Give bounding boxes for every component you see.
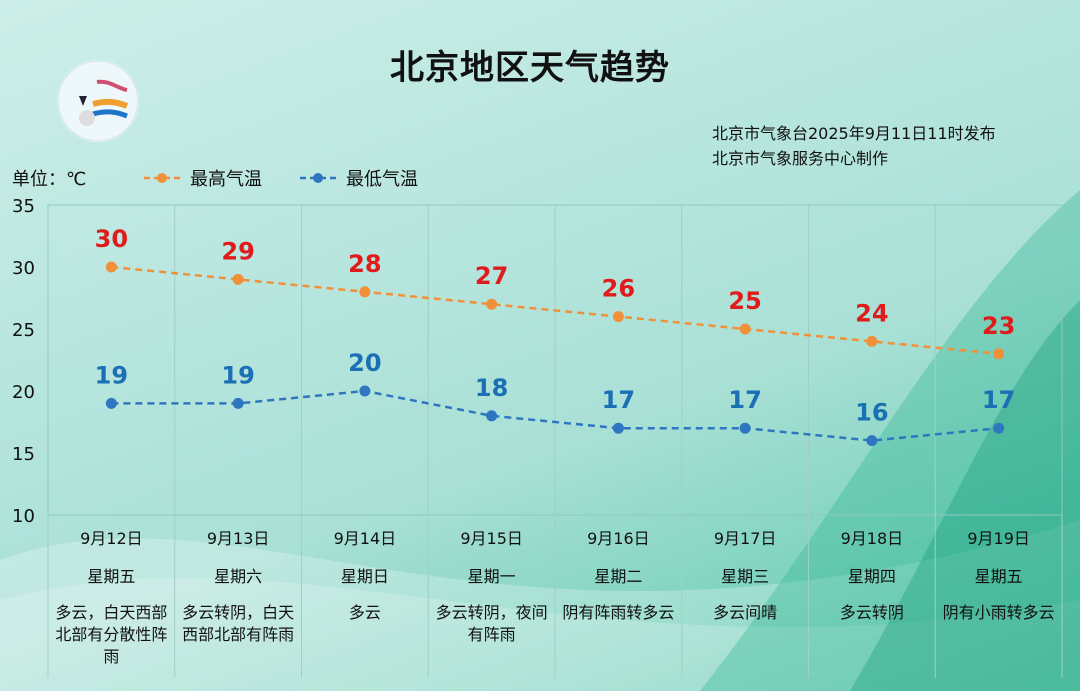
weekday-label: 星期四: [847, 567, 896, 586]
weather-label: 多云转阴，夜间有阵雨: [435, 603, 548, 644]
data-label: 19: [221, 361, 254, 389]
series-line-low: [111, 389, 999, 442]
data-label: 18: [475, 374, 508, 402]
weather-label: 多云: [348, 603, 381, 622]
data-label: 24: [855, 299, 888, 327]
data-point: [866, 435, 878, 447]
weekday-label: 星期五: [87, 567, 136, 586]
weekday-label: 星期三: [721, 567, 770, 586]
series-line-high: [111, 265, 999, 356]
data-point: [739, 323, 751, 335]
legend-low-label: 最低气温: [346, 169, 418, 190]
legend-high: 最高气温: [142, 165, 262, 191]
date-label: 9月13日: [206, 529, 270, 548]
data-label: 25: [728, 287, 761, 315]
data-label: 20: [348, 349, 381, 377]
data-label: 17: [602, 386, 635, 414]
data-point: [105, 397, 117, 409]
y-tick-label: 30: [12, 258, 35, 279]
weekday-label: 星期日: [340, 567, 389, 586]
weekday-label: 星期一: [467, 567, 516, 586]
weather-label: 多云转阴: [839, 603, 904, 622]
data-point: [993, 348, 1005, 360]
data-label: 29: [221, 237, 254, 265]
data-label: 16: [855, 399, 888, 427]
data-point: [105, 261, 117, 273]
data-label: 23: [982, 312, 1015, 340]
data-point: [866, 335, 878, 347]
issuer-line: 北京市气象台2025年9月11日11时发布: [712, 124, 996, 143]
date-label: 9月17日: [713, 529, 777, 548]
meteorological-service-logo: [57, 60, 139, 142]
data-point: [612, 422, 624, 434]
data-point: [232, 273, 244, 285]
data-label: 17: [728, 386, 761, 414]
date-label: 9月16日: [587, 529, 650, 548]
weekday-label: 星期二: [594, 567, 643, 586]
weather-label: 阴有阵雨转多云: [562, 603, 675, 622]
data-label: 27: [475, 262, 508, 290]
y-tick-label: 25: [12, 320, 35, 341]
data-point: [359, 385, 371, 397]
data-point: [232, 397, 244, 409]
data-point: [486, 298, 498, 310]
weekday-label: 星期六: [214, 567, 263, 586]
page-title: 北京地区天气趋势: [390, 48, 670, 88]
data-point: [612, 311, 624, 323]
date-label: 9月15日: [460, 529, 523, 548]
data-point: [359, 286, 371, 298]
legend-low: 最低气温: [298, 165, 418, 191]
y-tick-label: 35: [12, 196, 35, 217]
y-tick-label: 20: [12, 382, 35, 403]
data-label: 26: [602, 275, 635, 303]
weather-label: 阴有小雨转多云: [942, 603, 1055, 622]
data-label: 17: [982, 386, 1015, 414]
producer-line: 北京市气象服务中心制作: [712, 149, 889, 168]
weather-label: 多云，白天西部北部有分散性阵雨: [55, 603, 168, 666]
date-label: 9月18日: [840, 529, 904, 548]
weather-label: 多云转阴，白天西部北部有阵雨: [182, 603, 295, 644]
date-label: 9月14日: [333, 529, 397, 548]
data-label: 30: [95, 225, 128, 253]
legend-high-label: 最高气温: [190, 169, 262, 190]
weekday-label: 星期五: [974, 567, 1023, 586]
unit-label: 单位：℃: [12, 169, 87, 190]
data-label: 19: [95, 361, 128, 389]
date-label: 9月19日: [967, 529, 1030, 548]
y-tick-label: 10: [12, 506, 35, 527]
weather-label: 多云间晴: [713, 603, 778, 622]
data-point: [739, 422, 751, 434]
data-point: [486, 410, 498, 422]
data-label: 28: [348, 250, 381, 278]
data-point: [993, 422, 1005, 434]
legend-high-marker: [144, 173, 180, 183]
y-tick-label: 15: [12, 444, 35, 465]
date-label: 9月12日: [80, 529, 143, 548]
legend-low-marker: [300, 173, 336, 183]
